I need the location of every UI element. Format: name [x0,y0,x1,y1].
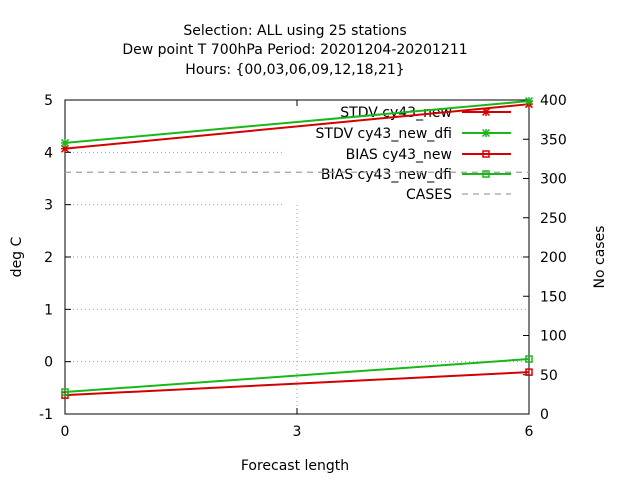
y2-axis-label: No cases [592,226,608,289]
legend-label: CASES [406,187,452,203]
y2-tick-label: 150 [540,289,567,305]
x-tick-label: 0 [61,424,70,440]
series-line [64,100,530,144]
series-lines [60,97,534,399]
y2-tick-label: 100 [540,329,567,345]
y2-tick-label: 50 [540,368,558,384]
y2-tick-label: 300 [540,172,567,188]
right-axis-ticks: 0 50 100 150 200 250 300 350 400 [523,93,567,423]
x-tick-label: 3 [293,424,302,440]
series-line [64,103,530,150]
y-tick-label: -1 [39,407,53,423]
x-tick-label: 6 [525,424,534,440]
x-axis-label: Forecast length [241,458,349,474]
chart-title-line-1: Selection: ALL using 25 stations [183,23,406,39]
legend-label: STDV cy43_new_dfi [316,126,452,142]
point-marker-square [482,150,490,158]
point-marker-square [61,388,69,396]
point-marker-square [525,368,533,376]
chart-title-line-2: Dew point T 700hPa Period: 20201204-2020… [122,42,467,58]
legend-label: BIAS cy43_new [346,147,452,163]
y-tick-label: 1 [44,302,53,318]
y-tick-label: 2 [44,250,53,266]
y-tick-label: 4 [44,145,53,161]
series-line [64,371,530,397]
point-marker-square [525,355,533,363]
y2-tick-label: 0 [540,407,549,423]
y2-tick-label: 250 [540,211,567,227]
point-marker-square [482,170,490,178]
y2-tick-label: 400 [540,93,567,109]
grid-lines [65,151,529,414]
chart-title-line-3: Hours: {00,03,06,09,12,18,21} [185,62,404,78]
y-axis-label: deg C [9,236,25,277]
y-tick-label: 3 [44,198,53,214]
y-tick-label: 0 [44,355,53,371]
y2-tick-label: 350 [540,132,567,148]
legend-label: BIAS cy43_new_dfi [321,167,452,183]
y2-tick-label: 200 [540,250,567,266]
y-tick-label: 5 [44,93,53,109]
series-line [64,358,530,394]
